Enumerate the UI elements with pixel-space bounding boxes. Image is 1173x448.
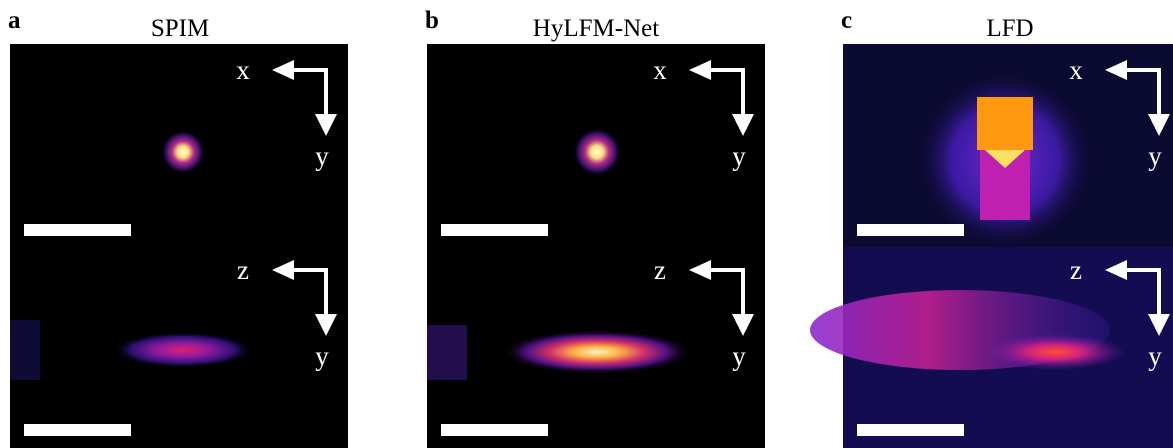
panel-letter: a (8, 7, 21, 34)
axis-label: y (732, 341, 746, 371)
scale-bar (857, 424, 964, 436)
image-detail (113, 332, 253, 368)
image-detail (10, 320, 40, 380)
image-detail (573, 128, 621, 176)
image-detail (977, 97, 1033, 150)
axis-label: y (1148, 141, 1162, 171)
image-hylfm (427, 44, 765, 448)
axis-label: z (654, 255, 666, 285)
panel-title: HyLFM-Net (533, 15, 659, 42)
scale-bar (857, 224, 964, 236)
scale-bar (441, 424, 548, 436)
image-detail (502, 330, 692, 374)
axis-label: y (315, 141, 329, 171)
axis-label: y (732, 141, 746, 171)
axis-label: z (237, 255, 249, 285)
images (10, 44, 1173, 448)
axis-label: x (236, 55, 250, 85)
image-detail (985, 334, 1125, 370)
image-detail (427, 325, 467, 380)
scale-bar (441, 224, 548, 236)
image-detail (161, 130, 205, 174)
figure: a SPIM x y z y b HyLFM-Net x y z y c LFD x y z y (0, 0, 1173, 448)
scale-bar (24, 224, 131, 236)
panel-title: LFD (986, 15, 1033, 42)
panel-letter: b (425, 7, 439, 34)
panel-title: SPIM (151, 15, 209, 42)
axis-label: y (315, 341, 329, 371)
image-spim (10, 44, 348, 448)
axis-label: y (1148, 341, 1162, 371)
scale-bar (24, 424, 131, 436)
axis-label: z (1070, 255, 1082, 285)
axis-label: x (653, 55, 667, 85)
axis-label: x (1069, 55, 1083, 85)
panel-letter: c (841, 7, 852, 34)
